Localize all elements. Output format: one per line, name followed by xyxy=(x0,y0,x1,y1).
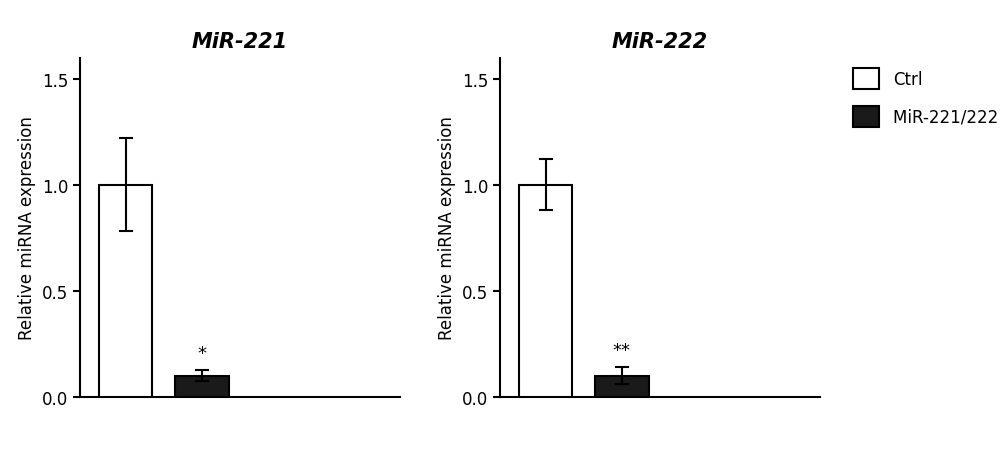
Legend: Ctrl, MiR-221/222 LKO: Ctrl, MiR-221/222 LKO xyxy=(844,60,1000,136)
Text: *: * xyxy=(197,344,206,362)
Title: MiR-221: MiR-221 xyxy=(192,32,288,51)
Y-axis label: Relative miRNA expression: Relative miRNA expression xyxy=(438,116,456,340)
Text: **: ** xyxy=(613,341,631,359)
Bar xyxy=(519,185,572,397)
Title: MiR-222: MiR-222 xyxy=(612,32,708,51)
Y-axis label: Relative miRNA expression: Relative miRNA expression xyxy=(18,116,36,340)
Bar xyxy=(175,376,229,397)
Bar xyxy=(595,376,649,397)
Bar xyxy=(99,185,152,397)
